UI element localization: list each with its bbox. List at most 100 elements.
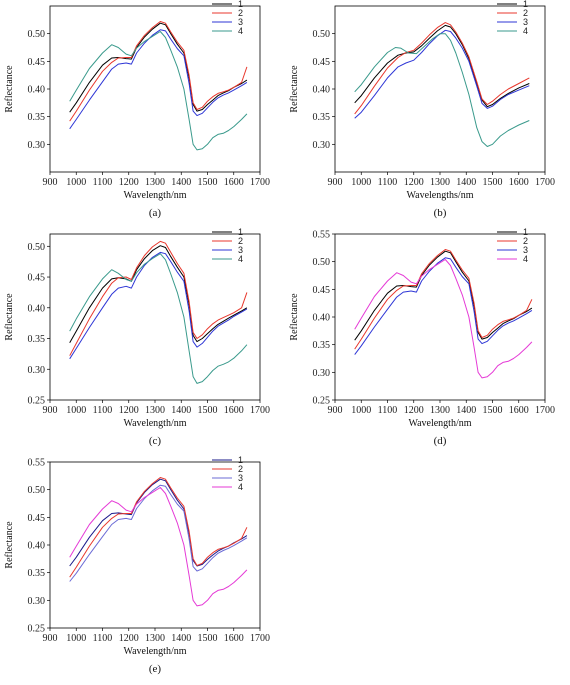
series-line-2 xyxy=(69,477,248,578)
y-tick-label: 0.25 xyxy=(28,624,46,635)
series-line-3 xyxy=(69,251,248,360)
legend-label: 4 xyxy=(523,26,528,36)
y-tick-label: 0.40 xyxy=(313,313,331,324)
x-tick-label: 1600 xyxy=(224,177,244,188)
x-tick-label: 1500 xyxy=(198,405,218,416)
legend-label: 2 xyxy=(238,8,243,18)
y-tick-label: 0.35 xyxy=(28,112,46,123)
legend-label: 4 xyxy=(238,254,243,264)
y-tick-label: 0.50 xyxy=(28,242,46,253)
y-axis-title: Reflectance xyxy=(4,293,15,341)
legend-label: 1 xyxy=(523,227,528,237)
y-axis-title: Reflectance xyxy=(289,65,300,113)
y-tick-label: 0.40 xyxy=(28,303,46,314)
legend-label: 3 xyxy=(238,473,243,483)
y-tick-label: 0.30 xyxy=(28,140,46,151)
y-tick-label: 0.45 xyxy=(313,57,331,68)
x-tick-label: 900 xyxy=(43,177,58,188)
x-tick-label: 1500 xyxy=(483,405,503,416)
x-axis-title: Wavelength/nm xyxy=(408,418,471,429)
x-tick-label: 1000 xyxy=(66,177,86,188)
y-tick-label: 0.30 xyxy=(313,368,331,379)
legend-label: 1 xyxy=(238,0,243,9)
x-tick-label: 1400 xyxy=(456,177,476,188)
x-tick-label: 1700 xyxy=(535,405,555,416)
legend-label: 2 xyxy=(238,464,243,474)
y-tick-label: 0.40 xyxy=(313,85,331,96)
series-line-3 xyxy=(354,257,533,355)
chart-svg: 900 1000 1100 1200 1300 1400 1500 1600 1700 0.30 0… xyxy=(289,0,555,219)
x-tick-label: 900 xyxy=(328,405,343,416)
legend-label: 3 xyxy=(238,245,243,255)
y-tick-label: 0.30 xyxy=(28,596,46,607)
series-line-1 xyxy=(69,245,248,344)
y-tick-label: 0.45 xyxy=(28,273,46,284)
x-tick-label: 1100 xyxy=(93,633,113,644)
x-tick-label: 1300 xyxy=(145,177,165,188)
x-axis-title: Wavelength/nm xyxy=(123,418,186,429)
x-tick-label: 1300 xyxy=(430,177,450,188)
x-tick-label: 1200 xyxy=(119,405,139,416)
x-tick-label: 1700 xyxy=(250,633,270,644)
x-tick-label: 1400 xyxy=(456,405,476,416)
y-tick-label: 0.45 xyxy=(28,513,46,524)
y-tick-label: 0.35 xyxy=(28,334,46,345)
y-tick-label: 0.30 xyxy=(28,365,46,376)
y-tick-label: 0.25 xyxy=(28,396,46,407)
chart-panel-d: 900 1000 1100 1200 1300 1400 1500 1600 1700 0.25 0… xyxy=(285,227,570,456)
y-tick-label: 0.50 xyxy=(28,29,46,40)
y-tick-label: 0.25 xyxy=(313,396,331,407)
legend-label: 3 xyxy=(238,17,243,27)
series-line-4 xyxy=(354,33,530,147)
x-tick-label: 1600 xyxy=(224,405,244,416)
y-tick-label: 0.55 xyxy=(28,458,46,469)
series-line-3 xyxy=(69,484,248,582)
legend-label: 1 xyxy=(238,455,243,465)
x-tick-label: 1100 xyxy=(93,405,113,416)
y-tick-label: 0.45 xyxy=(28,57,46,68)
chart-svg: 900 1000 1100 1200 1300 1400 1500 1600 1700 0.30 0… xyxy=(4,0,270,219)
y-axis-title: Reflectance xyxy=(4,521,15,569)
x-tick-label: 1100 xyxy=(93,177,113,188)
y-tick-label: 0.50 xyxy=(313,29,331,40)
legend-label: 4 xyxy=(523,254,528,264)
y-tick-label: 0.35 xyxy=(313,340,331,351)
chart-svg: 900 1000 1100 1200 1300 1400 1500 1600 1700 0.25 0… xyxy=(4,455,270,675)
series-line-1 xyxy=(69,22,248,113)
chart-svg: 900 1000 1100 1200 1300 1400 1500 1600 1700 0.25 0… xyxy=(289,227,555,447)
y-tick-label: 0.40 xyxy=(28,541,46,552)
series-line-1 xyxy=(69,478,248,567)
legend-label: 2 xyxy=(523,236,528,246)
x-axis-title: Wavelength/nm xyxy=(123,190,186,201)
x-tick-label: 1000 xyxy=(66,633,86,644)
x-tick-label: 1100 xyxy=(378,405,398,416)
series-line-2 xyxy=(354,249,533,350)
x-tick-label: 1200 xyxy=(404,177,424,188)
series-line-1 xyxy=(354,250,533,341)
x-axis-title: Wavelengths/nm xyxy=(407,190,474,201)
chart-panel-c: 900 1000 1100 1200 1300 1400 1500 1600 1700 0.25 0… xyxy=(0,227,285,456)
y-tick-label: 0.35 xyxy=(28,568,46,579)
x-tick-label: 1400 xyxy=(171,633,191,644)
y-tick-label: 0.50 xyxy=(28,485,46,496)
y-tick-label: 0.55 xyxy=(313,230,331,241)
x-tick-label: 1600 xyxy=(224,633,244,644)
legend-label: 4 xyxy=(238,482,243,492)
series-line-4 xyxy=(69,487,248,607)
chart-panel-b: 900 1000 1100 1200 1300 1400 1500 1600 1700 0.30 0… xyxy=(285,0,570,228)
series-line-2 xyxy=(354,22,530,115)
legend-label: 4 xyxy=(238,26,243,36)
chart-panel-e: 900 1000 1100 1200 1300 1400 1500 1600 1700 0.25 0… xyxy=(0,455,285,684)
x-tick-label: 1700 xyxy=(250,177,270,188)
legend-label: 1 xyxy=(238,227,243,237)
x-tick-label: 1700 xyxy=(535,177,555,188)
y-tick-label: 0.50 xyxy=(313,257,331,268)
x-tick-label: 1600 xyxy=(509,177,529,188)
x-axis-title: Wavelength/nm xyxy=(123,646,186,657)
legend-label: 1 xyxy=(523,0,528,9)
x-tick-label: 1300 xyxy=(430,405,450,416)
y-tick-label: 0.45 xyxy=(313,285,331,296)
panel-caption: (c) xyxy=(149,435,162,447)
x-tick-label: 1200 xyxy=(119,633,139,644)
x-tick-label: 1300 xyxy=(145,633,165,644)
